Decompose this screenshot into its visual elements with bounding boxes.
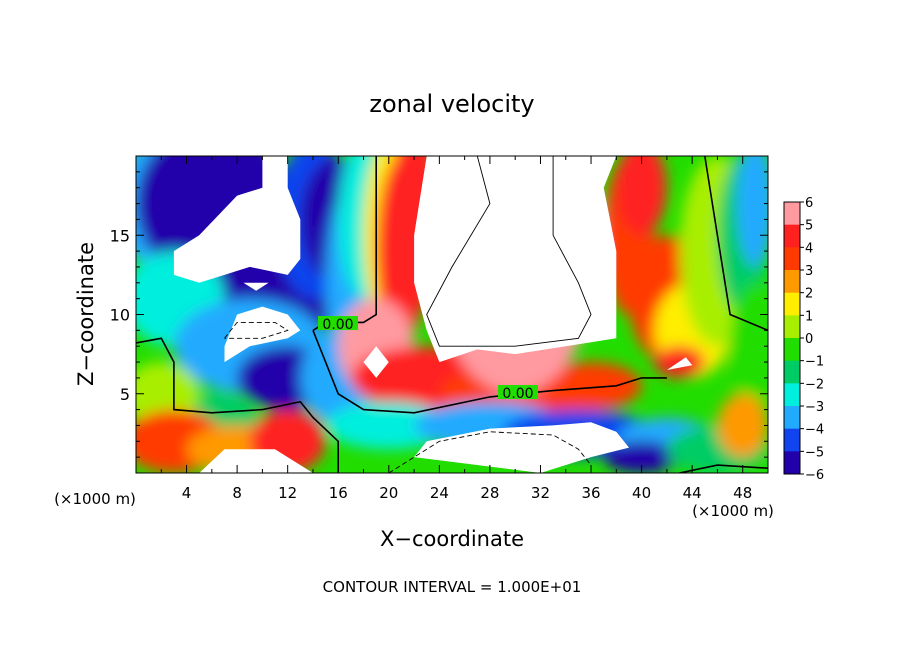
x-tick-label: 20 [379, 484, 398, 502]
colorbar-tick-label: 2 [805, 287, 813, 302]
y-tick-label: 5 [120, 385, 130, 404]
colorbar-swatch [784, 270, 800, 294]
colorbar-swatch [784, 383, 800, 407]
x-tick-label: 12 [278, 484, 297, 502]
field-patch [730, 282, 768, 410]
x-unit-left: (×1000 m) [54, 490, 136, 508]
saturated-region [666, 357, 693, 370]
field-patch [603, 441, 680, 473]
colorbar-tick-label: −1 [805, 355, 824, 370]
saturated-region [414, 422, 629, 473]
x-unit-right: (×1000 m) [692, 502, 774, 520]
saturated-region [243, 282, 269, 291]
x-tick-label: 44 [683, 484, 702, 502]
field-patch [325, 401, 452, 450]
colorbar-swatch [784, 338, 800, 362]
saturated-regions [173, 156, 693, 473]
field-patch [540, 362, 642, 410]
chart-title: zonal velocity [369, 90, 534, 118]
x-tick-label: 24 [430, 484, 449, 502]
x-tick-label: 28 [480, 484, 499, 502]
colorbar-tick-label: −5 [805, 445, 824, 460]
colorbar-tick-label: −4 [805, 423, 824, 438]
contour-line-negative [388, 431, 592, 473]
colorbar-swatch [784, 202, 800, 226]
saturated-region [199, 449, 313, 473]
colorbar-tick-label: 1 [805, 309, 813, 324]
colorbar-tick-label: −6 [805, 468, 824, 483]
colorbar-tick-label: 0 [805, 332, 813, 347]
colorbar-tick-label: 4 [805, 241, 813, 256]
colorbar-swatch [784, 292, 800, 316]
colorbar-swatch [784, 451, 800, 475]
colorbar-tick-label: 5 [805, 219, 813, 234]
y-tick-label: 10 [110, 306, 130, 325]
x-tick-label: 8 [232, 484, 242, 502]
x-tick-label: 36 [581, 484, 600, 502]
x-axis-label: X−coordinate [380, 527, 524, 551]
contour-label: 0.00 [322, 317, 353, 333]
colorbar-swatch [784, 224, 800, 248]
saturated-region [414, 156, 617, 363]
x-tick-label: 4 [182, 484, 192, 502]
field-patch [736, 156, 768, 267]
colorbar-tick-label: −2 [805, 377, 824, 392]
x-tick-label: 32 [531, 484, 550, 502]
x-tick-label: 48 [733, 484, 752, 502]
colorbar-swatch [784, 360, 800, 384]
contour-line [704, 156, 768, 332]
x-tick-label: 40 [632, 484, 651, 502]
colorbar: 6 5 4 3 2 1 0 −1 −2 −3 −4 −5 −6 [783, 196, 824, 483]
x-axis: 4 8 12 16 20 24 28 32 36 40 44 48 [160, 156, 752, 502]
field-patch [136, 362, 200, 426]
contour-label: 0.00 [502, 386, 533, 402]
colorbar-tick-label: 3 [805, 264, 813, 279]
colorbar-swatch [784, 406, 800, 430]
y-axis: 5 10 15 [110, 171, 768, 458]
colorbar-tick-label: 6 [805, 196, 813, 211]
colorbar-swatch [784, 315, 800, 339]
contour-line [136, 337, 339, 473]
contour-line [312, 330, 667, 414]
y-axis-label: Z−coordinate [74, 242, 98, 386]
x-tick-label: 16 [329, 484, 348, 502]
colorbar-swatch [784, 428, 800, 452]
colorbar-tick-label: −3 [805, 400, 824, 415]
saturated-region [363, 346, 389, 378]
field-patch [717, 393, 768, 458]
plot-area [136, 156, 768, 473]
y-tick-label: 15 [110, 226, 130, 245]
contour-line [426, 156, 592, 347]
contour-label-group: 0.00 0.00 [318, 316, 538, 402]
contour-interval-footer: CONTOUR INTERVAL = 1.000E+01 [323, 578, 582, 596]
colorbar-swatch [784, 247, 800, 271]
saturated-region [173, 156, 301, 283]
contour-line-negative [224, 321, 289, 339]
field-patch [616, 156, 667, 236]
saturated-region [224, 306, 301, 363]
